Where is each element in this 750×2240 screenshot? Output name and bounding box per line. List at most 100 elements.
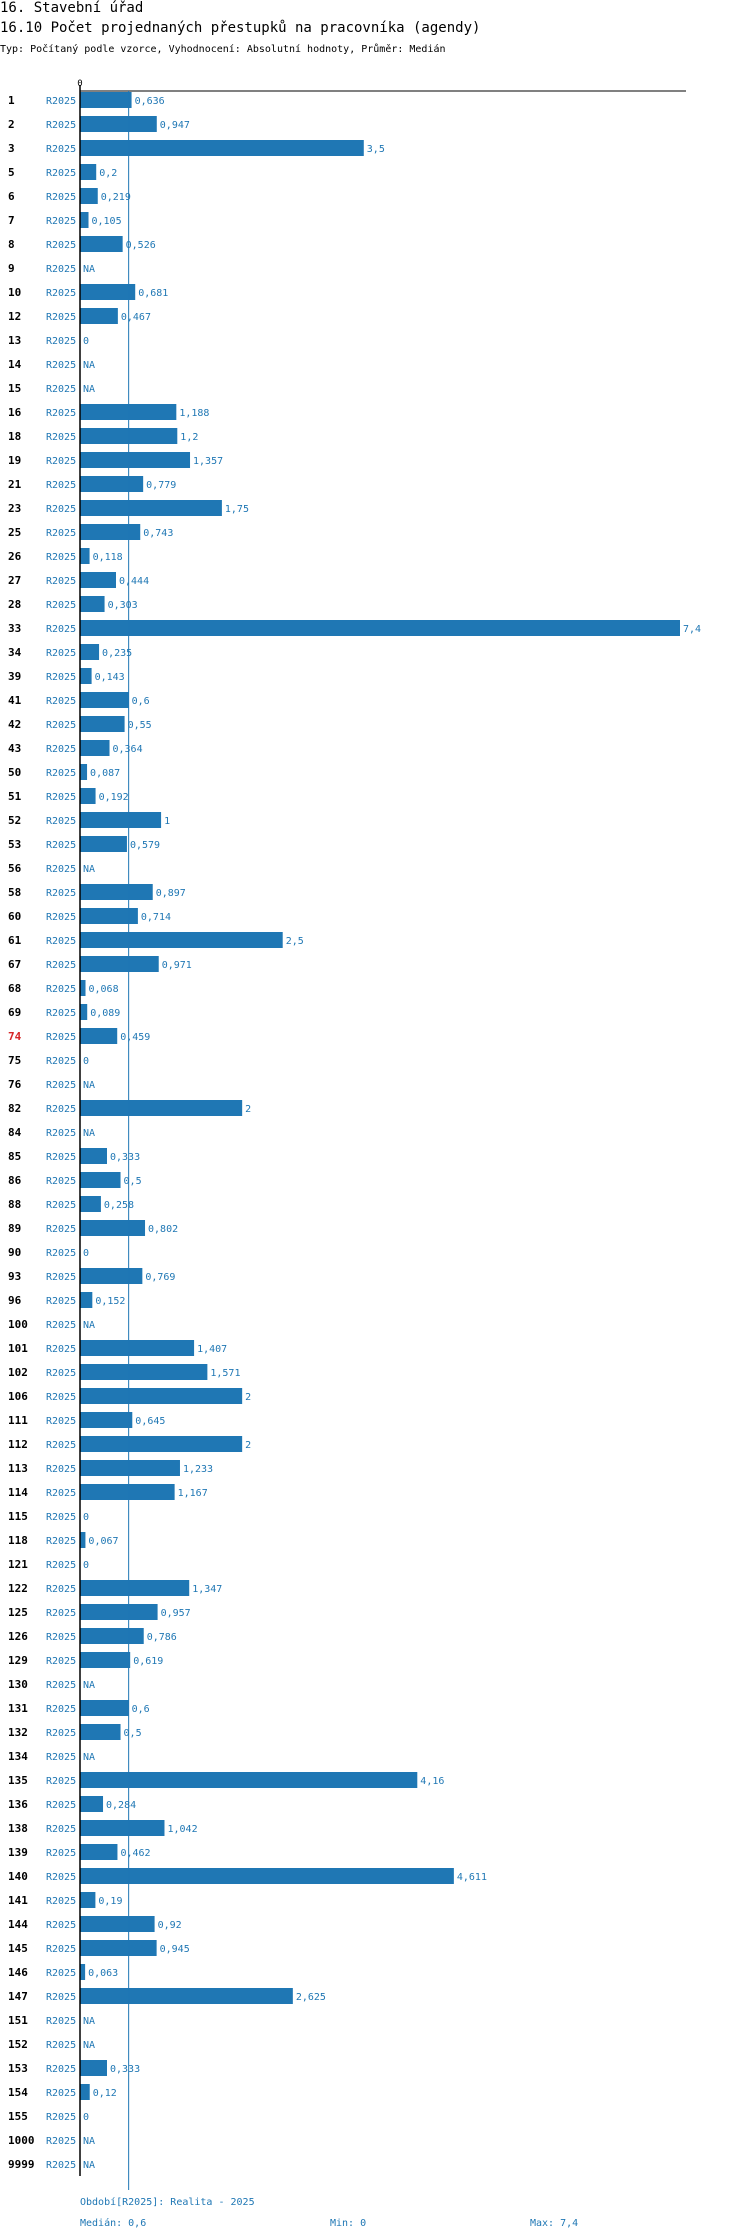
bar-value-label: 0,5 [124, 1728, 142, 1739]
row-period-label: R2025 [46, 864, 76, 875]
bar-value-label: 0,303 [108, 600, 138, 611]
bar-value-label: 1,188 [179, 408, 209, 419]
row-period-label: R2025 [46, 1728, 76, 1739]
row-period-label: R2025 [46, 1656, 76, 1667]
row-id-label: 53 [8, 838, 21, 851]
row-id-label: 141 [8, 1894, 28, 1907]
bar [80, 836, 127, 852]
bar [80, 1652, 131, 1668]
row-period-label: R2025 [46, 936, 76, 947]
row-period-label: R2025 [46, 1272, 76, 1283]
row-period-label: R2025 [46, 1320, 76, 1331]
row-id-label: 102 [8, 1366, 28, 1379]
row-period-label: R2025 [46, 312, 76, 323]
bar-value-label: 0,5 [124, 1176, 142, 1187]
row-period-label: R2025 [46, 432, 76, 443]
bar-value-label: 0,333 [110, 2064, 140, 2075]
bar-value-label: 1,347 [192, 1584, 222, 1595]
bar-value-label: 4,611 [457, 1872, 487, 1883]
row-id-label: 25 [8, 526, 21, 539]
bar [80, 1916, 155, 1932]
bar [80, 980, 86, 996]
row-id-label: 82 [8, 1102, 21, 1115]
bar-value-label: 2,5 [286, 936, 304, 947]
row-period-label: R2025 [46, 960, 76, 971]
row-period-label: R2025 [46, 1416, 76, 1427]
row-period-label: R2025 [46, 1176, 76, 1187]
bar-value-label: 0,068 [89, 984, 119, 995]
bar [80, 716, 125, 732]
bar [80, 1148, 107, 1164]
row-period-label: R2025 [46, 1944, 76, 1955]
row-period-label: R2025 [46, 792, 76, 803]
bar [80, 548, 90, 564]
row-period-label: R2025 [46, 840, 76, 851]
bar-value-label: 0,802 [148, 1224, 178, 1235]
row-id-label: 155 [8, 2110, 28, 2123]
bar-value-label: NA [83, 264, 95, 275]
row-id-label: 21 [8, 478, 22, 491]
bar [80, 740, 110, 756]
row-period-label: R2025 [46, 816, 76, 827]
bar [80, 1796, 104, 1812]
row-period-label: R2025 [46, 576, 76, 587]
bar-value-label: 0,105 [92, 216, 122, 227]
row-period-label: R2025 [46, 1488, 76, 1499]
row-period-label: R2025 [46, 768, 76, 779]
row-id-label: 111 [8, 1414, 28, 1427]
row-period-label: R2025 [46, 1920, 76, 1931]
bar [80, 596, 105, 612]
bar-value-label: 0,235 [102, 648, 132, 659]
row-id-label: 118 [8, 1534, 28, 1547]
row-id-label: 100 [8, 1318, 28, 1331]
bar [80, 1964, 86, 1980]
bar-value-label: 4,16 [420, 1776, 444, 1787]
row-id-label: 27 [8, 574, 21, 587]
row-id-label: 145 [8, 1942, 28, 1955]
bar [80, 908, 138, 924]
bar [80, 1196, 101, 1212]
row-id-label: 146 [8, 1966, 28, 1979]
row-id-label: 42 [8, 718, 21, 731]
row-id-label: 67 [8, 958, 21, 971]
row-id-label: 122 [8, 1582, 28, 1595]
row-id-label: 13 [8, 334, 21, 347]
row-id-label: 56 [8, 862, 22, 875]
max-summary: Max: 7,4 [530, 2218, 579, 2229]
bar [80, 308, 118, 324]
row-period-label: R2025 [46, 1080, 76, 1091]
bar [80, 1412, 133, 1428]
row-period-label: R2025 [46, 2136, 76, 2147]
row-period-label: R2025 [46, 336, 76, 347]
row-id-label: 16 [8, 406, 22, 419]
row-period-label: R2025 [46, 1848, 76, 1859]
bar-value-label: 1,233 [183, 1464, 213, 1475]
row-id-label: 135 [8, 1774, 28, 1787]
bar-value-label: 0,619 [133, 1656, 163, 1667]
row-period-label: R2025 [46, 2160, 76, 2171]
row-period-label: R2025 [46, 1800, 76, 1811]
bar-value-label: NA [83, 2016, 95, 2027]
bar-value-label: 0,143 [95, 672, 125, 683]
row-id-label: 153 [8, 2062, 28, 2075]
row-period-label: R2025 [46, 552, 76, 563]
row-period-label: R2025 [46, 624, 76, 635]
bar-value-label: 0,92 [158, 1920, 182, 1931]
bars-layer [80, 92, 680, 2100]
row-period-label: R2025 [46, 1056, 76, 1067]
row-period-label: R2025 [46, 2064, 76, 2075]
row-id-label: 74 [8, 1030, 22, 1043]
bar-value-label: 0,459 [120, 1032, 150, 1043]
bar [80, 884, 153, 900]
row-period-label: R2025 [46, 528, 76, 539]
row-period-label: R2025 [46, 1632, 76, 1643]
bar [80, 2060, 107, 2076]
row-id-label: 151 [8, 2014, 28, 2027]
bar-value-label: 0,067 [88, 1536, 118, 1547]
bar-value-label: NA [83, 1128, 95, 1139]
row-period-label: R2025 [46, 1872, 76, 1883]
row-id-label: 76 [8, 1078, 22, 1091]
row-period-label: R2025 [46, 1440, 76, 1451]
row-id-label: 52 [8, 814, 21, 827]
